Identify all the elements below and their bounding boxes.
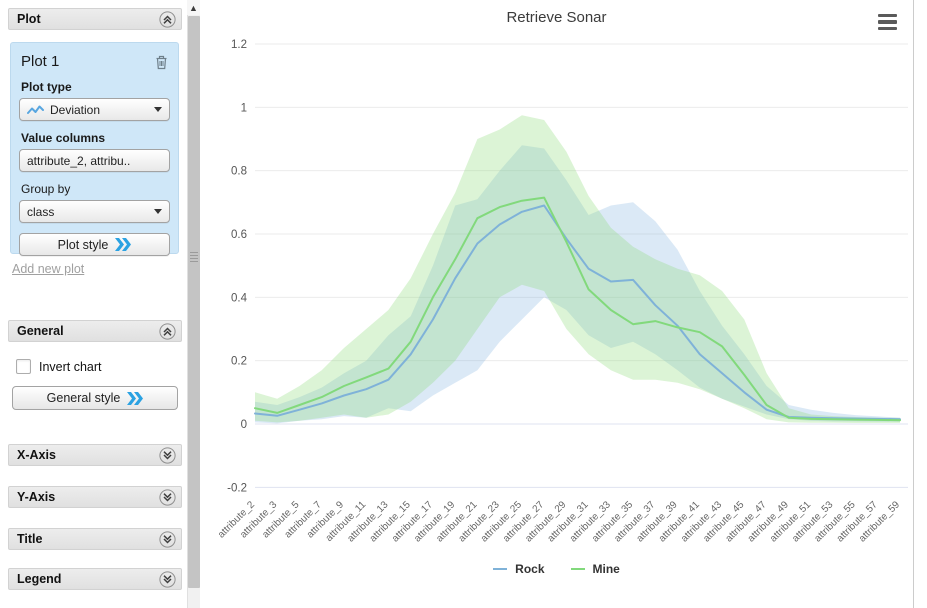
y-tick-label: 1 (241, 102, 247, 114)
sidebar-scrollbar-thumb[interactable] (188, 16, 200, 588)
plot-type-select[interactable]: Deviation (19, 98, 170, 121)
double-chevron-right-icon (127, 391, 144, 405)
collapse-up-icon[interactable] (159, 10, 176, 28)
rock-band (255, 145, 900, 424)
y-tick-label: 0.6 (231, 229, 247, 241)
panel-xaxis-title: X-Axis (17, 448, 56, 462)
deviation-icon (27, 105, 44, 114)
group-by-value: class (27, 204, 55, 219)
panel-general-title: General (17, 324, 64, 338)
panel-yaxis-header[interactable]: Y-Axis (8, 486, 182, 508)
panel-title-title: Title (17, 532, 43, 546)
panel-xaxis-header[interactable]: X-Axis (8, 444, 182, 466)
legend-item-rock[interactable]: Rock (493, 562, 545, 576)
add-new-plot-link[interactable]: Add new plot (12, 262, 85, 276)
y-tick-label: -0.2 (227, 482, 247, 494)
panel-yaxis-title: Y-Axis (17, 490, 56, 504)
y-tick-label: 0.2 (231, 356, 247, 368)
chart-menu-icon[interactable] (878, 14, 897, 30)
collapse-down-icon[interactable] (159, 570, 176, 588)
chevron-down-icon (154, 107, 162, 112)
group-by-select[interactable]: class (19, 200, 170, 223)
panel-legend-header[interactable]: Legend (8, 568, 182, 590)
panel-plot-title: Plot (17, 12, 41, 26)
double-chevron-right-icon (115, 238, 132, 251)
invert-chart-label: Invert chart (39, 359, 102, 374)
plot-card-title: Plot 1 (21, 53, 60, 70)
value-columns-label: Value columns (21, 131, 106, 145)
chart-legend: Rock Mine (200, 562, 913, 576)
y-tick-label: 0.4 (231, 292, 248, 304)
y-tick-label: 0.8 (231, 166, 247, 178)
plot-card: Plot 1 Plot type Deviation Value columns… (10, 42, 179, 256)
group-by-label: Group by (21, 182, 71, 196)
panel-plot-header[interactable]: Plot (8, 8, 182, 30)
plot-style-label: Plot style (57, 237, 109, 252)
panel-title-header[interactable]: Title (8, 528, 182, 550)
panel-general-header[interactable]: General (8, 320, 182, 342)
chart-title: Retrieve Sonar (506, 9, 607, 26)
collapse-down-icon[interactable] (159, 446, 176, 464)
plot-type-value: Deviation (50, 102, 101, 117)
rock-line-swatch (493, 568, 508, 570)
legend-item-mine[interactable]: Mine (570, 562, 620, 576)
value-columns-value: attribute_2, attribu.. (27, 153, 131, 168)
trash-icon[interactable] (155, 54, 168, 70)
legend-label-mine: Mine (592, 562, 620, 576)
invert-chart-checkbox[interactable] (16, 359, 31, 374)
collapse-up-icon[interactable] (159, 322, 176, 340)
mine-band (255, 115, 900, 423)
sidebar: Plot Plot 1 Plot type (0, 0, 187, 608)
collapse-down-icon[interactable] (159, 488, 176, 506)
mine-line (254, 196, 901, 422)
scrollbar-up-arrow-icon[interactable]: ▲ (187, 0, 200, 15)
chart-panel: Retrieve Sonar -0.2 0 0.2 0.4 0.6 0.8 1 1.2 attr… (200, 0, 914, 608)
plot-style-button[interactable]: Plot style (19, 233, 170, 256)
y-tick-label: 1.2 (231, 39, 247, 51)
panel-legend-title: Legend (17, 572, 62, 586)
invert-chart-row[interactable]: Invert chart (16, 359, 102, 374)
plot-type-label: Plot type (21, 80, 72, 94)
collapse-down-icon[interactable] (159, 530, 176, 548)
chart-plot: -0.200.20.40.60.811.2attribute_2attribut… (216, 39, 908, 544)
chevron-down-icon (154, 209, 162, 214)
legend-label-rock: Rock (515, 562, 545, 576)
general-style-label: General style (46, 391, 121, 405)
scrollbar-grip-icon (190, 252, 198, 264)
mine-line-swatch (570, 568, 585, 570)
y-tick-label: 0 (241, 419, 247, 431)
value-columns-button[interactable]: attribute_2, attribu.. (19, 149, 170, 172)
general-style-button[interactable]: General style (12, 386, 178, 410)
